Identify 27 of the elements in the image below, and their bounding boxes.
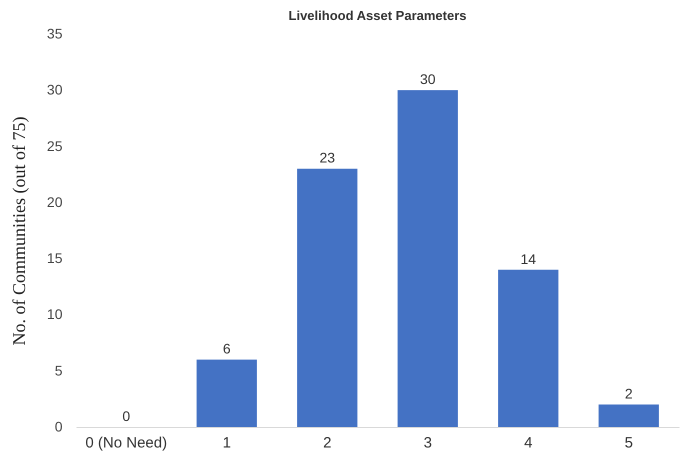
data-label: 2 (624, 386, 633, 402)
data-label: 30 (420, 71, 436, 88)
x-tick-label: 0 (No Need) (85, 434, 168, 452)
x-tick-label: 5 (624, 434, 633, 452)
y-tick-label: 35 (46, 26, 63, 42)
bar (196, 360, 257, 427)
bar (498, 270, 558, 427)
y-tick-label: 0 (54, 418, 63, 434)
x-tick-label: 4 (524, 434, 532, 452)
y-tick-label: 20 (46, 194, 63, 210)
y-tick-label: 25 (46, 138, 63, 154)
chart-title: Livelihood Asset Parameters (288, 8, 466, 23)
y-axis-title: No. of Communities (out of 75) (8, 116, 29, 346)
bar (398, 90, 458, 427)
bar (297, 168, 358, 427)
data-label: 0 (122, 408, 130, 424)
y-tick-label: 30 (46, 82, 63, 98)
y-tick-label: 5 (54, 362, 63, 378)
y-tick-label: 15 (46, 250, 63, 266)
x-tick-label: 1 (222, 434, 231, 452)
data-label: 23 (319, 150, 336, 166)
data-label: 6 (222, 340, 231, 357)
x-tick-label: 3 (424, 434, 432, 452)
y-tick-label: 10 (46, 306, 63, 322)
bar (598, 404, 659, 427)
x-tick-label: 2 (323, 434, 332, 452)
data-label: 14 (520, 250, 536, 267)
